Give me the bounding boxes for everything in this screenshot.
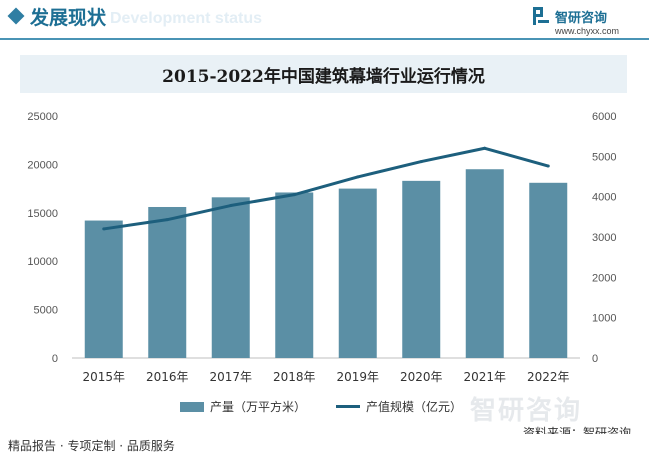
- bar: [84, 220, 123, 358]
- x-tick-label: 2015年: [82, 370, 125, 384]
- x-tick-label: 2017年: [209, 370, 252, 384]
- diamond-icon: [7, 7, 25, 25]
- right-axis: 0 1000 2000 3000 4000 5000 6000: [592, 111, 616, 365]
- left-tick-label: 0: [52, 353, 58, 365]
- legend-line-label: 产值规模（亿元）: [366, 400, 463, 414]
- bar: [338, 188, 377, 358]
- logo-icon: [533, 7, 549, 25]
- bar: [275, 192, 314, 358]
- right-tick-label: 5000: [592, 151, 616, 163]
- bar: [211, 197, 250, 358]
- right-tick-label: 1000: [592, 313, 616, 325]
- line-point: [165, 218, 169, 222]
- x-tick-label: 2019年: [336, 370, 379, 384]
- footer: [0, 434, 649, 454]
- bar: [465, 169, 504, 358]
- line-point: [356, 175, 360, 179]
- legend: 产量（万平方米） 产值规模（亿元）: [0, 398, 649, 418]
- x-tick-label: 2022年: [527, 370, 570, 384]
- right-tick-label: 6000: [592, 111, 616, 123]
- legend-item-line: 产值规模（亿元）: [336, 398, 462, 415]
- legend-bar-label: 产量（万平方米）: [210, 400, 307, 414]
- right-tick-label: 0: [592, 353, 598, 365]
- line-point: [419, 160, 423, 164]
- line-point: [102, 227, 106, 231]
- brand-name: 智研咨询: [555, 11, 608, 26]
- left-axis: 0 5000 10000 15000 20000 25000: [27, 111, 58, 365]
- x-tick-label: 2016年: [146, 370, 189, 384]
- legend-item-bar: 产量（万平方米）: [180, 398, 306, 415]
- chart-plot: 0 5000 10000 15000 20000 25000 0 1000 2000 3000 4…: [27, 111, 616, 384]
- legend-line-swatch: [336, 405, 360, 408]
- title-band: [20, 55, 627, 93]
- brand-url: www.chyxx.com: [555, 26, 620, 36]
- header: 发展现状 Development status 智研咨询 www.chyxx.c…: [0, 0, 649, 40]
- bar: [148, 206, 187, 358]
- legend-bar-swatch: [180, 401, 204, 412]
- x-tick-label: 2021年: [463, 370, 506, 384]
- section-title: 发展现状: [30, 7, 107, 29]
- line-series: [102, 146, 550, 231]
- left-tick-label: 25000: [27, 111, 58, 123]
- right-tick-label: 4000: [592, 192, 616, 204]
- left-tick-label: 20000: [27, 159, 58, 171]
- bar-series: [84, 169, 568, 358]
- line-point: [229, 204, 233, 208]
- line-point: [292, 193, 296, 197]
- series-line: [103, 146, 549, 231]
- footer-text: 精品报告 · 专项定制 · 品质服务: [8, 439, 175, 453]
- header-divider: [0, 38, 649, 40]
- bar: [402, 180, 441, 358]
- right-tick-label: 2000: [592, 272, 616, 284]
- x-tick-label: 2020年: [400, 370, 443, 384]
- watermark: 智研咨询: [470, 396, 583, 426]
- line-point: [546, 164, 550, 168]
- left-tick-label: 10000: [27, 256, 58, 268]
- brand-logo: 智研咨询 www.chyxx.com: [533, 5, 633, 39]
- chart-title: 2015-2022年中国建筑幕墙行业运行情况: [162, 67, 485, 87]
- line-point: [483, 146, 487, 150]
- section-subtitle: Development status: [110, 10, 263, 27]
- x-axis: 2015年 2016年 2017年 2018年 2019年 2020年 2021年 2022年: [82, 370, 569, 384]
- left-tick-label: 15000: [27, 208, 58, 220]
- bar: [529, 182, 568, 358]
- right-tick-label: 3000: [592, 232, 616, 244]
- left-tick-label: 5000: [34, 305, 58, 317]
- x-tick-label: 2018年: [273, 370, 316, 384]
